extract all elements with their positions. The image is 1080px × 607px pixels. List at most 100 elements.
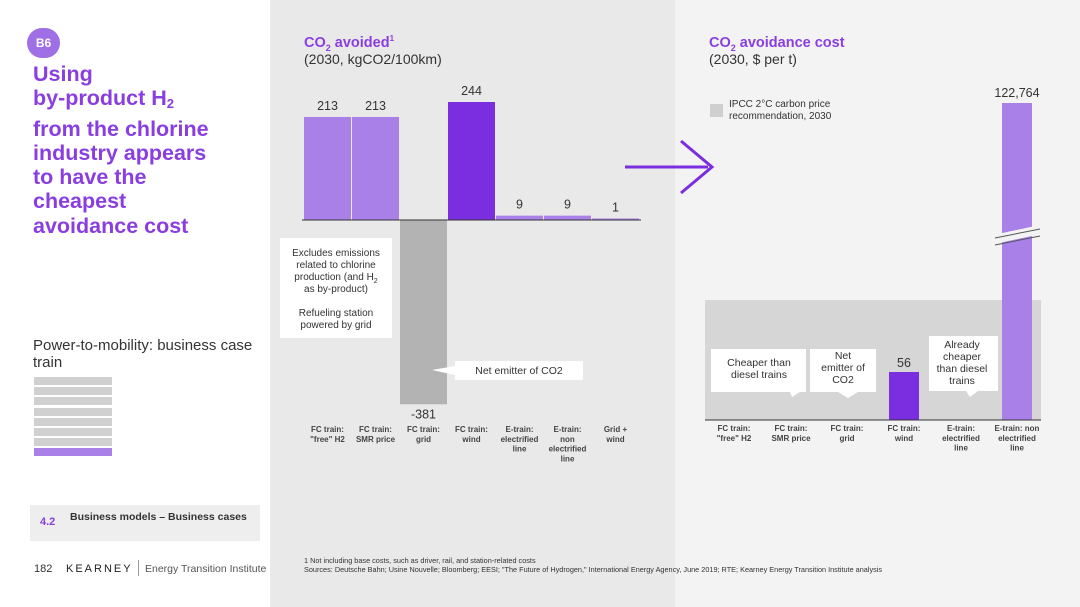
chart1-value-label: 1 xyxy=(612,201,619,215)
headline-line: avoidance cost xyxy=(33,213,189,238)
headline-line: from the chlorine xyxy=(33,116,209,141)
chart1-value-label: 213 xyxy=(365,99,386,113)
chart1-category-label: line xyxy=(561,454,575,463)
chart2-category-label: line xyxy=(954,444,968,453)
progress-step xyxy=(34,407,112,416)
progress-step xyxy=(34,387,112,396)
chart2-value-label: 56 xyxy=(897,356,911,370)
slide-subtitle: Power-to-mobility: business case train xyxy=(33,337,253,371)
chart2-category-label: FC train: xyxy=(831,424,864,433)
chart2-category-label: "free" H2 xyxy=(717,434,752,443)
chart1-annotation-text: related to chlorine xyxy=(296,260,376,271)
institute-name: Energy Transition Institute xyxy=(145,563,267,575)
progress-step xyxy=(34,428,112,436)
chart2-category-label: line xyxy=(1010,444,1024,453)
headline-line: cheapest xyxy=(33,189,127,214)
section-number: 4.2 xyxy=(40,516,56,528)
chart1-value-label: 9 xyxy=(564,198,571,212)
chart1-callout-box xyxy=(432,361,583,380)
footnote-text: 1 Not including base costs, such as driv… xyxy=(304,556,536,565)
chart2-category-label: E-train: non xyxy=(995,424,1040,433)
chart1-bar xyxy=(448,102,495,220)
section-box[interactable]: 4.2 Business models – Business cases xyxy=(30,505,260,541)
chart2-category-label: FC train: xyxy=(888,424,921,433)
chart2-callout-box xyxy=(810,349,876,398)
chart1-bar xyxy=(544,215,591,220)
chart2-category-label: grid xyxy=(839,434,854,443)
chart1-annotation-text: production (and H2 xyxy=(294,272,378,285)
chart1-category-label: FC train: xyxy=(359,425,392,434)
chart2-axis-break xyxy=(994,225,1041,244)
chart2-callout-text: Cheaper than xyxy=(727,357,791,369)
chart1-annotation-text: as by-product) xyxy=(304,284,368,295)
chart1-category-label: grid xyxy=(416,435,431,444)
chart1-annotation-text: Refueling station xyxy=(299,308,374,319)
chart1-value-label: 213 xyxy=(317,99,338,113)
chart2-callout-text: cheaper xyxy=(943,351,981,363)
chart2-category-label: E-train: xyxy=(947,424,975,433)
brand-logo: KEARNEY xyxy=(66,563,133,575)
chart1-category-label: "free" H2 xyxy=(310,435,345,444)
chart1-value-label: -381 xyxy=(411,407,436,421)
chart1-category-label: Grid + xyxy=(604,425,628,434)
chart1-category-label: FC train: xyxy=(407,425,440,434)
chart2-category-label: electrified xyxy=(998,434,1036,443)
chart1-category-label: SMR price xyxy=(356,435,396,444)
chart1-bar xyxy=(592,218,639,220)
chart2-category-label: FC train: xyxy=(718,424,751,433)
chart2-bar xyxy=(889,372,919,420)
brand-divider xyxy=(138,560,139,576)
chart2-bar xyxy=(1002,103,1032,420)
slide-badge: B6 xyxy=(27,28,60,58)
page-number: 182 xyxy=(34,563,53,575)
progress-step xyxy=(34,417,112,426)
chart1-callout-text: Net emitter of CO2 xyxy=(475,365,563,377)
left-panel: B6 Using by-product H2 from the chlorine… xyxy=(0,0,270,607)
chart2-title: CO2 avoidance cost xyxy=(709,35,845,53)
chart2-callout-text: Net xyxy=(835,350,851,362)
progress-step xyxy=(34,448,112,457)
headline-line: industry appears xyxy=(33,140,207,165)
headline-line: Using xyxy=(33,62,93,86)
chart2-callout-text: CO2 xyxy=(832,374,854,386)
sources-text: Sources: Deutsche Bahn; Usine Nouvelle; … xyxy=(304,565,883,574)
chart2-callout-text: trains xyxy=(949,375,975,387)
chart1-category-label: FC train: xyxy=(311,425,344,434)
chart2-callout-text: emitter of xyxy=(821,362,865,374)
chart2-legend-text: recommendation, 2030 xyxy=(729,111,832,122)
chart2-legend-text: IPCC 2°C carbon price xyxy=(729,99,831,110)
section-label: Business models – Business cases xyxy=(70,511,247,523)
slide-headline: Using by-product H2 from the chlorine in… xyxy=(33,62,258,238)
chart1-category-label: line xyxy=(513,445,527,454)
chart1-annotation-box xyxy=(280,238,392,338)
footnote: 1 Not including base costs, such as driv… xyxy=(304,556,1024,574)
chart1-bar xyxy=(496,215,543,220)
chart1-category-label: wind xyxy=(461,435,480,444)
chart1-bar xyxy=(352,116,399,220)
chart1-value-label: 9 xyxy=(516,198,523,212)
chart2-category-label: SMR price xyxy=(771,434,811,443)
chart1-category-label: electrified xyxy=(549,445,587,454)
chart2-legend-swatch xyxy=(710,104,723,117)
chart2-callout-box xyxy=(929,336,998,397)
chart2-callout-text: diesel trains xyxy=(731,369,787,381)
chart1-annotation-text: powered by grid xyxy=(300,320,371,331)
chart2-axis-break-line xyxy=(994,228,1041,239)
chart1-annotation-text: Excludes emissions xyxy=(292,248,380,259)
transition-arrow-head xyxy=(680,139,715,195)
chart2-callout-text: Already xyxy=(944,339,980,351)
chart1-bar xyxy=(400,220,447,405)
progress-step xyxy=(34,397,112,406)
chart2-category-label: electrified xyxy=(942,434,980,443)
chart1-subtitle: (2030, kgCO2/100km) xyxy=(304,51,442,67)
chart2-callout-box xyxy=(711,349,806,397)
chart1-category-label: non xyxy=(560,435,575,444)
chart1-bar xyxy=(304,116,351,220)
chart1-category-label: FC train: xyxy=(455,425,488,434)
chart2-subtitle: (2030, $ per t) xyxy=(709,51,797,67)
chart2-value-label: 122,764 xyxy=(994,86,1039,100)
chart1-category-label: E-train: xyxy=(554,425,582,434)
chart1-category-label: electrified xyxy=(501,435,539,444)
chart1-category-label: E-train: xyxy=(506,425,534,434)
